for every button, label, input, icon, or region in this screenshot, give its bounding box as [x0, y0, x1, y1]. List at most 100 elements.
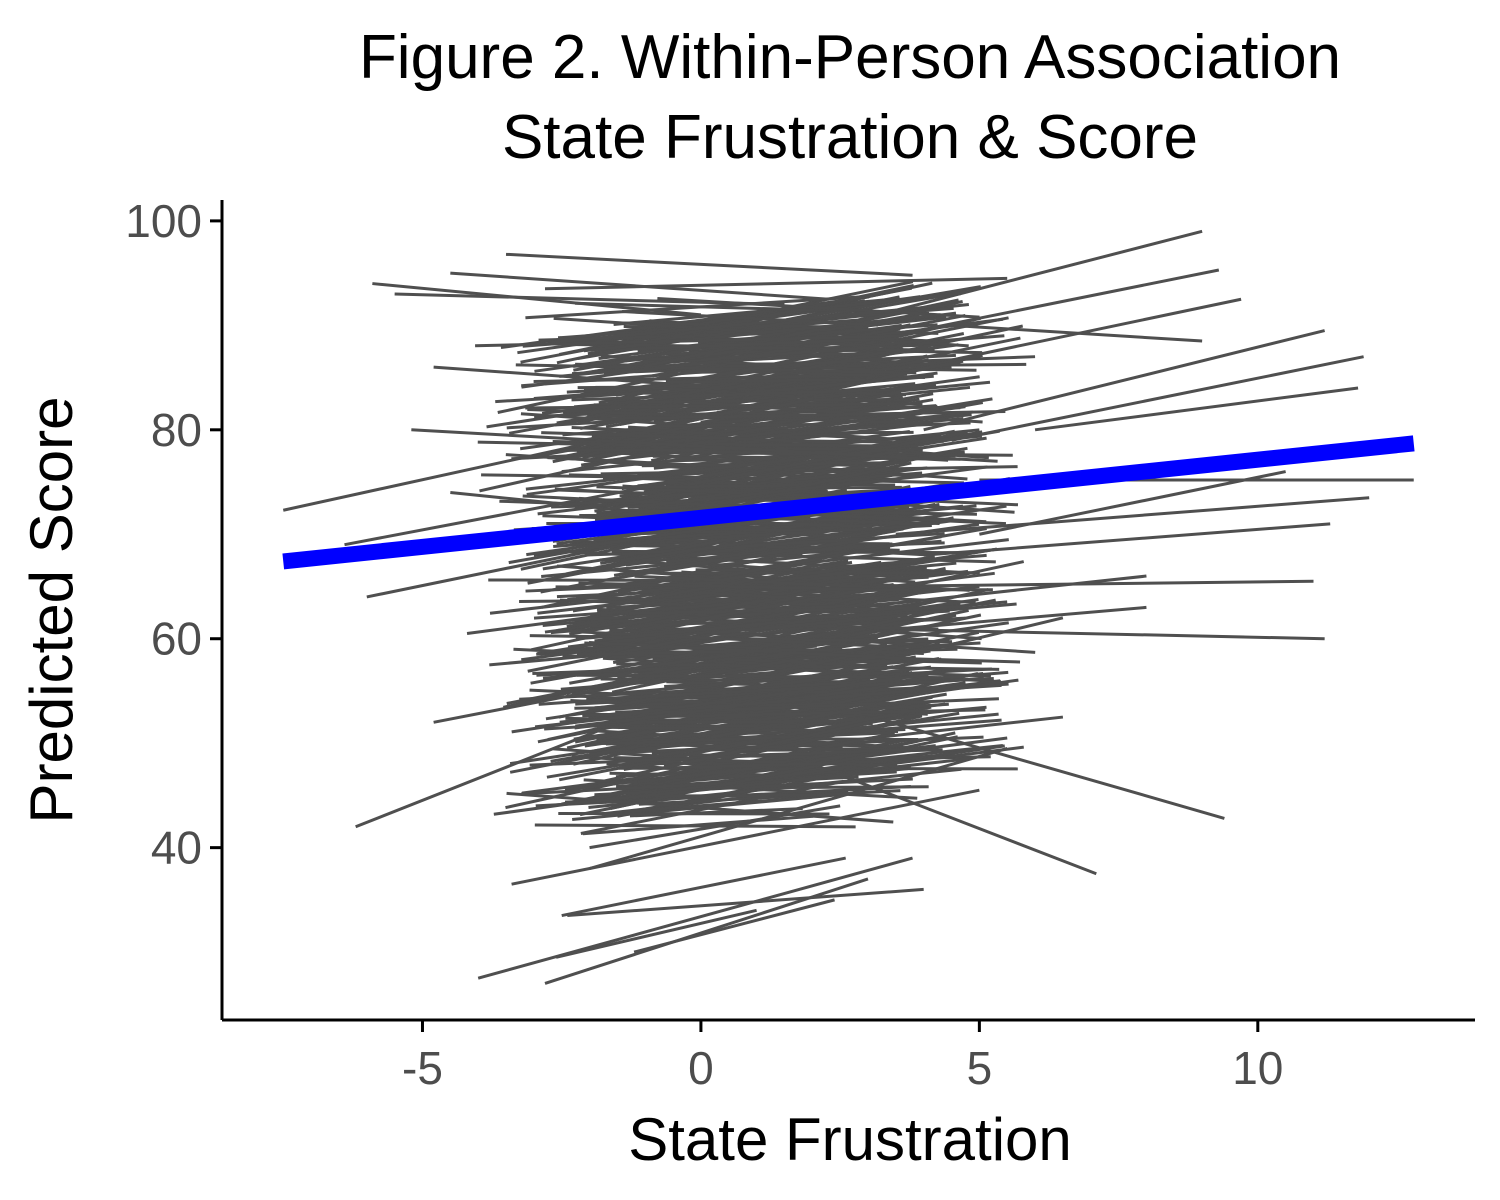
person-line-dense-588 [627, 360, 794, 393]
person-line-17 [505, 252, 913, 277]
person-line-dense-630 [645, 719, 841, 724]
person-line-dense-648 [619, 672, 929, 717]
person-line-dense-646 [619, 522, 980, 576]
person-line-dense-204 [614, 795, 813, 814]
person-line-dense-561 [519, 680, 863, 701]
person-line-dense-600 [571, 387, 911, 402]
person-line-dense-551 [660, 761, 830, 770]
person-line-dense-549 [582, 697, 999, 718]
person-line-dense-423 [506, 791, 894, 824]
person-line-dense-458 [544, 702, 949, 731]
person-line-dense-601 [710, 613, 908, 635]
person-line-dense-637 [693, 523, 932, 540]
person-line-dense-596 [525, 448, 886, 491]
person-line-2 [567, 887, 924, 918]
person-line-dense-627 [642, 793, 817, 798]
person-line-29 [867, 579, 1314, 588]
person-line-dense-472 [580, 781, 839, 835]
person-line-dense-453 [627, 559, 849, 596]
person-line-dense-623 [628, 605, 962, 615]
x-tick-label-1: 0 [688, 1042, 714, 1094]
person-line-dense-640 [541, 431, 851, 445]
person-line-dense-638 [475, 334, 899, 348]
plot-area [282, 229, 1415, 985]
y-tick-label-1: 60 [151, 613, 202, 665]
person-line-dense-576 [594, 405, 966, 458]
person-line-dense-507 [634, 712, 999, 752]
person-line-dense-645 [601, 439, 949, 462]
person-line-dense-580 [657, 296, 980, 319]
person-line-dense-649 [696, 689, 906, 710]
person-line-dense-493 [533, 589, 918, 620]
person-line-dense-577 [674, 417, 964, 447]
person-line-dense-624 [640, 583, 894, 632]
x-tick-label-0: -5 [402, 1042, 443, 1094]
person-line-dense-604 [672, 399, 983, 424]
person-line-dense-643 [627, 474, 926, 509]
person-line-38 [951, 323, 1203, 343]
person-line-dense-633 [564, 447, 821, 452]
person-line-dense-629 [622, 310, 879, 327]
fixed-effect-group [282, 435, 1415, 570]
person-line-dense-500 [525, 572, 930, 593]
person-line-4 [633, 898, 835, 954]
axes: -5 0 5 10 40 60 80 100 [125, 195, 1475, 1094]
person-line-5 [555, 908, 757, 959]
person-line-dense-492 [694, 747, 909, 752]
y-axis-ticks: 40 60 80 100 [125, 195, 222, 874]
person-line-dense-635 [602, 619, 789, 642]
person-line-dense-555 [708, 535, 942, 581]
person-line-dense-647 [578, 581, 913, 593]
person-line-dense-572 [515, 363, 903, 375]
person-line-7 [511, 788, 980, 886]
person-line-dense-622 [583, 313, 941, 353]
person-line-dense-626 [602, 720, 871, 783]
person-line-dense-523 [558, 705, 932, 782]
person-line-dense-639 [576, 647, 843, 656]
chart-title: Figure 2. Within-Person Association Stat… [359, 23, 1341, 172]
x-tick-label-3: 10 [1232, 1042, 1283, 1094]
person-lines-group [282, 229, 1414, 985]
person-line-dense-532 [529, 748, 908, 767]
person-line-dense-570 [703, 665, 932, 694]
person-line-1 [544, 877, 869, 985]
person-line-dense-548 [681, 643, 888, 680]
person-line-dense-542 [582, 814, 814, 836]
y-tick-label-2: 80 [151, 404, 202, 456]
person-line-dense-612 [632, 483, 789, 489]
person-line-25 [951, 355, 1364, 442]
y-tick-label-3: 100 [125, 195, 202, 247]
person-line-dense-605 [684, 398, 934, 444]
person-line-dense-589 [634, 298, 959, 370]
person-line-dense-599 [573, 328, 798, 372]
chart-title-line-2: State Frustration & Score [502, 103, 1198, 172]
x-axis-title: State Frustration [628, 1106, 1072, 1173]
x-tick-label-2: 5 [967, 1042, 993, 1094]
person-line-dense-450 [594, 777, 913, 797]
person-line-dense-613 [605, 731, 891, 746]
person-line-dense-557 [525, 295, 866, 320]
person-line-27 [895, 496, 1370, 536]
person-line-3 [561, 856, 847, 918]
person-line-dense-636 [549, 767, 908, 808]
person-line-dense-567 [582, 618, 817, 647]
person-line-dense-535 [685, 345, 917, 352]
person-line-dense-583 [631, 430, 968, 497]
y-axis-title: Predicted Score [18, 397, 85, 824]
person-line-dense-611 [570, 630, 886, 648]
person-line-dense-619 [610, 336, 896, 352]
person-line-dense-631 [701, 345, 880, 362]
person-line-dense-615 [576, 673, 942, 680]
person-line-dense-602 [547, 304, 943, 345]
person-line-36 [979, 470, 1286, 536]
person-line-37 [1034, 386, 1359, 432]
person-line-dense-564 [521, 358, 862, 388]
person-line-dense-634 [658, 422, 826, 428]
fixed-effect-line [282, 435, 1415, 570]
x-axis-ticks: -5 0 5 10 [402, 1020, 1283, 1094]
person-line-dense-628 [621, 560, 853, 605]
chart-title-line-1: Figure 2. Within-Person Association [359, 23, 1341, 92]
person-line-0 [477, 856, 913, 980]
person-line-dense-617 [541, 544, 865, 579]
